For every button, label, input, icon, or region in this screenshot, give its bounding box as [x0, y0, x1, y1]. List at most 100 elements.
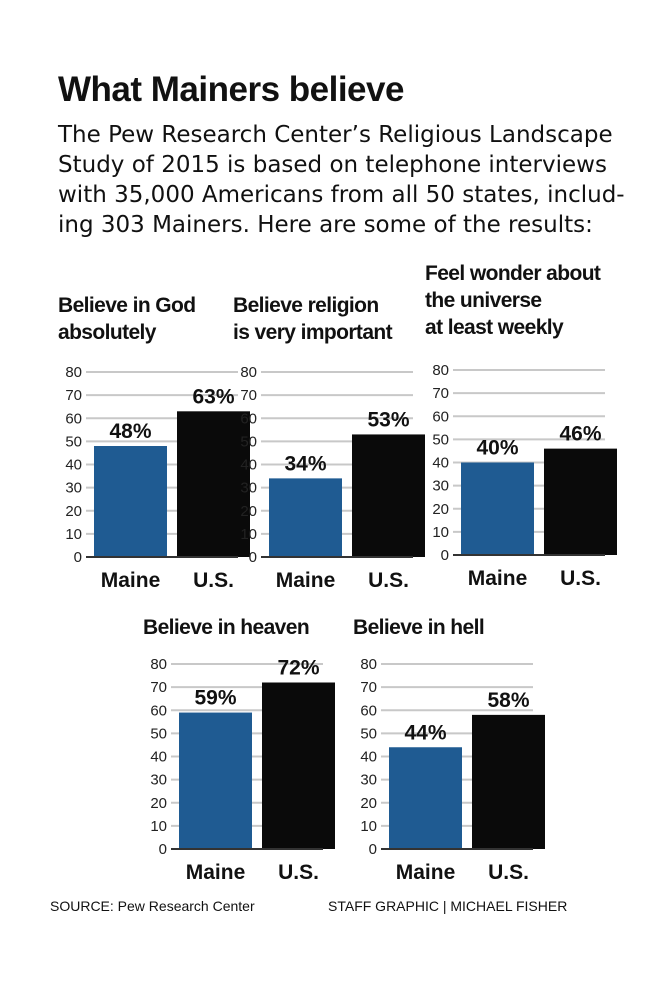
- y-tick-label: 50: [150, 725, 167, 742]
- intro-line: ing 303 Mainers. Here are some of the re…: [58, 212, 593, 238]
- category-label: Maine: [101, 569, 161, 592]
- data-label: 46%: [559, 423, 601, 446]
- chart-title-line: Believe in God: [58, 294, 196, 317]
- chart-title-line: Believe religion: [233, 294, 379, 317]
- y-tick-label: 20: [150, 795, 167, 812]
- intro-line: The Pew Research Center’s Religious Land…: [58, 122, 613, 148]
- y-tick-label: 40: [150, 749, 167, 766]
- y-tick-label: 40: [240, 457, 257, 474]
- data-label: 34%: [284, 452, 326, 475]
- chart-feel-wonder: Feel wonder about the universe at least we…: [425, 260, 625, 590]
- y-tick-label: 0: [159, 841, 167, 858]
- data-label: 53%: [367, 408, 409, 431]
- data-label: 58%: [487, 689, 529, 712]
- y-tick-label: 20: [65, 503, 82, 520]
- y-tick-label: 50: [360, 725, 377, 742]
- y-tick-label: 70: [150, 679, 167, 696]
- data-label: 48%: [109, 420, 151, 443]
- y-tick-label: 70: [432, 385, 449, 402]
- y-tick-label: 70: [240, 387, 257, 404]
- bar-maine: [179, 712, 252, 849]
- y-tick-label: 30: [240, 480, 257, 497]
- y-tick-label: 0: [369, 841, 377, 858]
- y-tick-label: 80: [360, 656, 377, 673]
- bar-us: [352, 434, 425, 557]
- category-label: U.S.: [488, 861, 529, 884]
- y-tick-label: 10: [150, 818, 167, 835]
- y-tick-label: 20: [432, 501, 449, 518]
- y-tick-label: 60: [65, 410, 82, 427]
- intro-text: The Pew Research Center’s Religious Land…: [58, 120, 625, 240]
- bar-maine: [94, 446, 167, 557]
- chart-title: Believe in hell: [353, 614, 485, 641]
- y-tick-label: 50: [65, 433, 82, 450]
- chart-title-line: Feel wonder about: [425, 262, 601, 285]
- y-tick-label: 30: [432, 478, 449, 495]
- bar-chart-svg: 0 10 20 30 40 50 60 70 80 34% Maine 53% U.S.: [240, 364, 425, 592]
- y-tick-label: 80: [65, 364, 82, 381]
- y-tick-label: 50: [240, 433, 257, 450]
- category-label: U.S.: [193, 569, 234, 592]
- category-label: Maine: [276, 569, 336, 592]
- data-label: 44%: [404, 721, 446, 744]
- y-tick-label: 10: [360, 818, 377, 835]
- y-tick-label: 30: [360, 772, 377, 789]
- y-tick-label: 0: [249, 549, 257, 566]
- data-label: 72%: [277, 657, 319, 680]
- chart-title-line: is very important: [233, 321, 393, 344]
- y-tick-label: 70: [65, 387, 82, 404]
- staff-credit: STAFF GRAPHIC | MICHAEL FISHER: [328, 898, 568, 914]
- bar-chart-svg: 0 10 20 30 40 50 60 70 80 48% Maine 63% U.S.: [65, 364, 250, 592]
- bar-maine: [269, 478, 342, 557]
- intro-line: with 35,000 Americans from all 50 states…: [58, 182, 625, 208]
- category-label: U.S.: [368, 569, 409, 592]
- chart-title-line: absolutely: [58, 321, 156, 344]
- bar-us: [472, 714, 545, 849]
- chart-believe-in-god: Believe in God absolutely 0 10 20 30 40 50 60 70 8…: [58, 292, 258, 612]
- chart-title: Feel wonder about the universe at least we…: [425, 260, 601, 341]
- category-label: Maine: [396, 861, 456, 884]
- source-note: SOURCE: Pew Research Center: [50, 898, 255, 914]
- y-tick-label: 0: [74, 549, 82, 566]
- data-label: 40%: [476, 437, 518, 460]
- y-tick-label: 60: [360, 702, 377, 719]
- chart-religion-important: Believe religion is very important 0 10 20 30…: [233, 292, 433, 612]
- bar-us: [177, 411, 250, 557]
- y-tick-label: 80: [432, 362, 449, 379]
- y-tick-label: 60: [240, 410, 257, 427]
- y-tick-label: 60: [432, 408, 449, 425]
- chart-title: Believe religion is very important: [233, 292, 393, 346]
- bar-maine: [389, 747, 462, 849]
- y-tick-label: 20: [240, 503, 257, 520]
- y-tick-label: 40: [360, 749, 377, 766]
- category-label: Maine: [468, 567, 528, 590]
- y-tick-label: 20: [360, 795, 377, 812]
- bar-chart-svg: 0 10 20 30 40 50 60 70 80 44% Maine 58% U.S.: [360, 656, 545, 884]
- chart-title: Believe in heaven: [143, 614, 310, 641]
- intro-line: Study of 2015 is based on telephone inte…: [58, 152, 607, 178]
- y-tick-label: 30: [65, 480, 82, 497]
- category-label: U.S.: [560, 567, 601, 590]
- data-label: 63%: [192, 385, 234, 408]
- bar-chart-svg: 0 10 20 30 40 50 60 70 80 59% Maine 72% U.S.: [150, 656, 335, 884]
- y-tick-label: 40: [432, 455, 449, 472]
- bar-chart-svg: 0 10 20 30 40 50 60 70 80 40% Maine 46% U.S.: [432, 362, 617, 590]
- chart-believe-in-hell: Believe in hell 0 10 20 30 40 50 60 70 80 44% Maine…: [353, 614, 553, 934]
- y-tick-label: 30: [150, 772, 167, 789]
- chart-title-line: the universe: [425, 289, 542, 312]
- bar-maine: [461, 462, 534, 555]
- y-tick-label: 80: [150, 656, 167, 673]
- y-tick-label: 10: [240, 526, 257, 543]
- y-tick-label: 60: [150, 702, 167, 719]
- y-tick-label: 10: [432, 524, 449, 541]
- chart-title-line: Believe in hell: [353, 616, 485, 639]
- bar-us: [262, 682, 335, 849]
- page-title: What Mainers believe: [58, 70, 404, 109]
- chart-title-line: at least weekly: [425, 316, 564, 339]
- bar-us: [544, 448, 617, 555]
- data-label: 59%: [194, 687, 236, 710]
- y-tick-label: 70: [360, 679, 377, 696]
- category-label: Maine: [186, 861, 246, 884]
- category-label: U.S.: [278, 861, 319, 884]
